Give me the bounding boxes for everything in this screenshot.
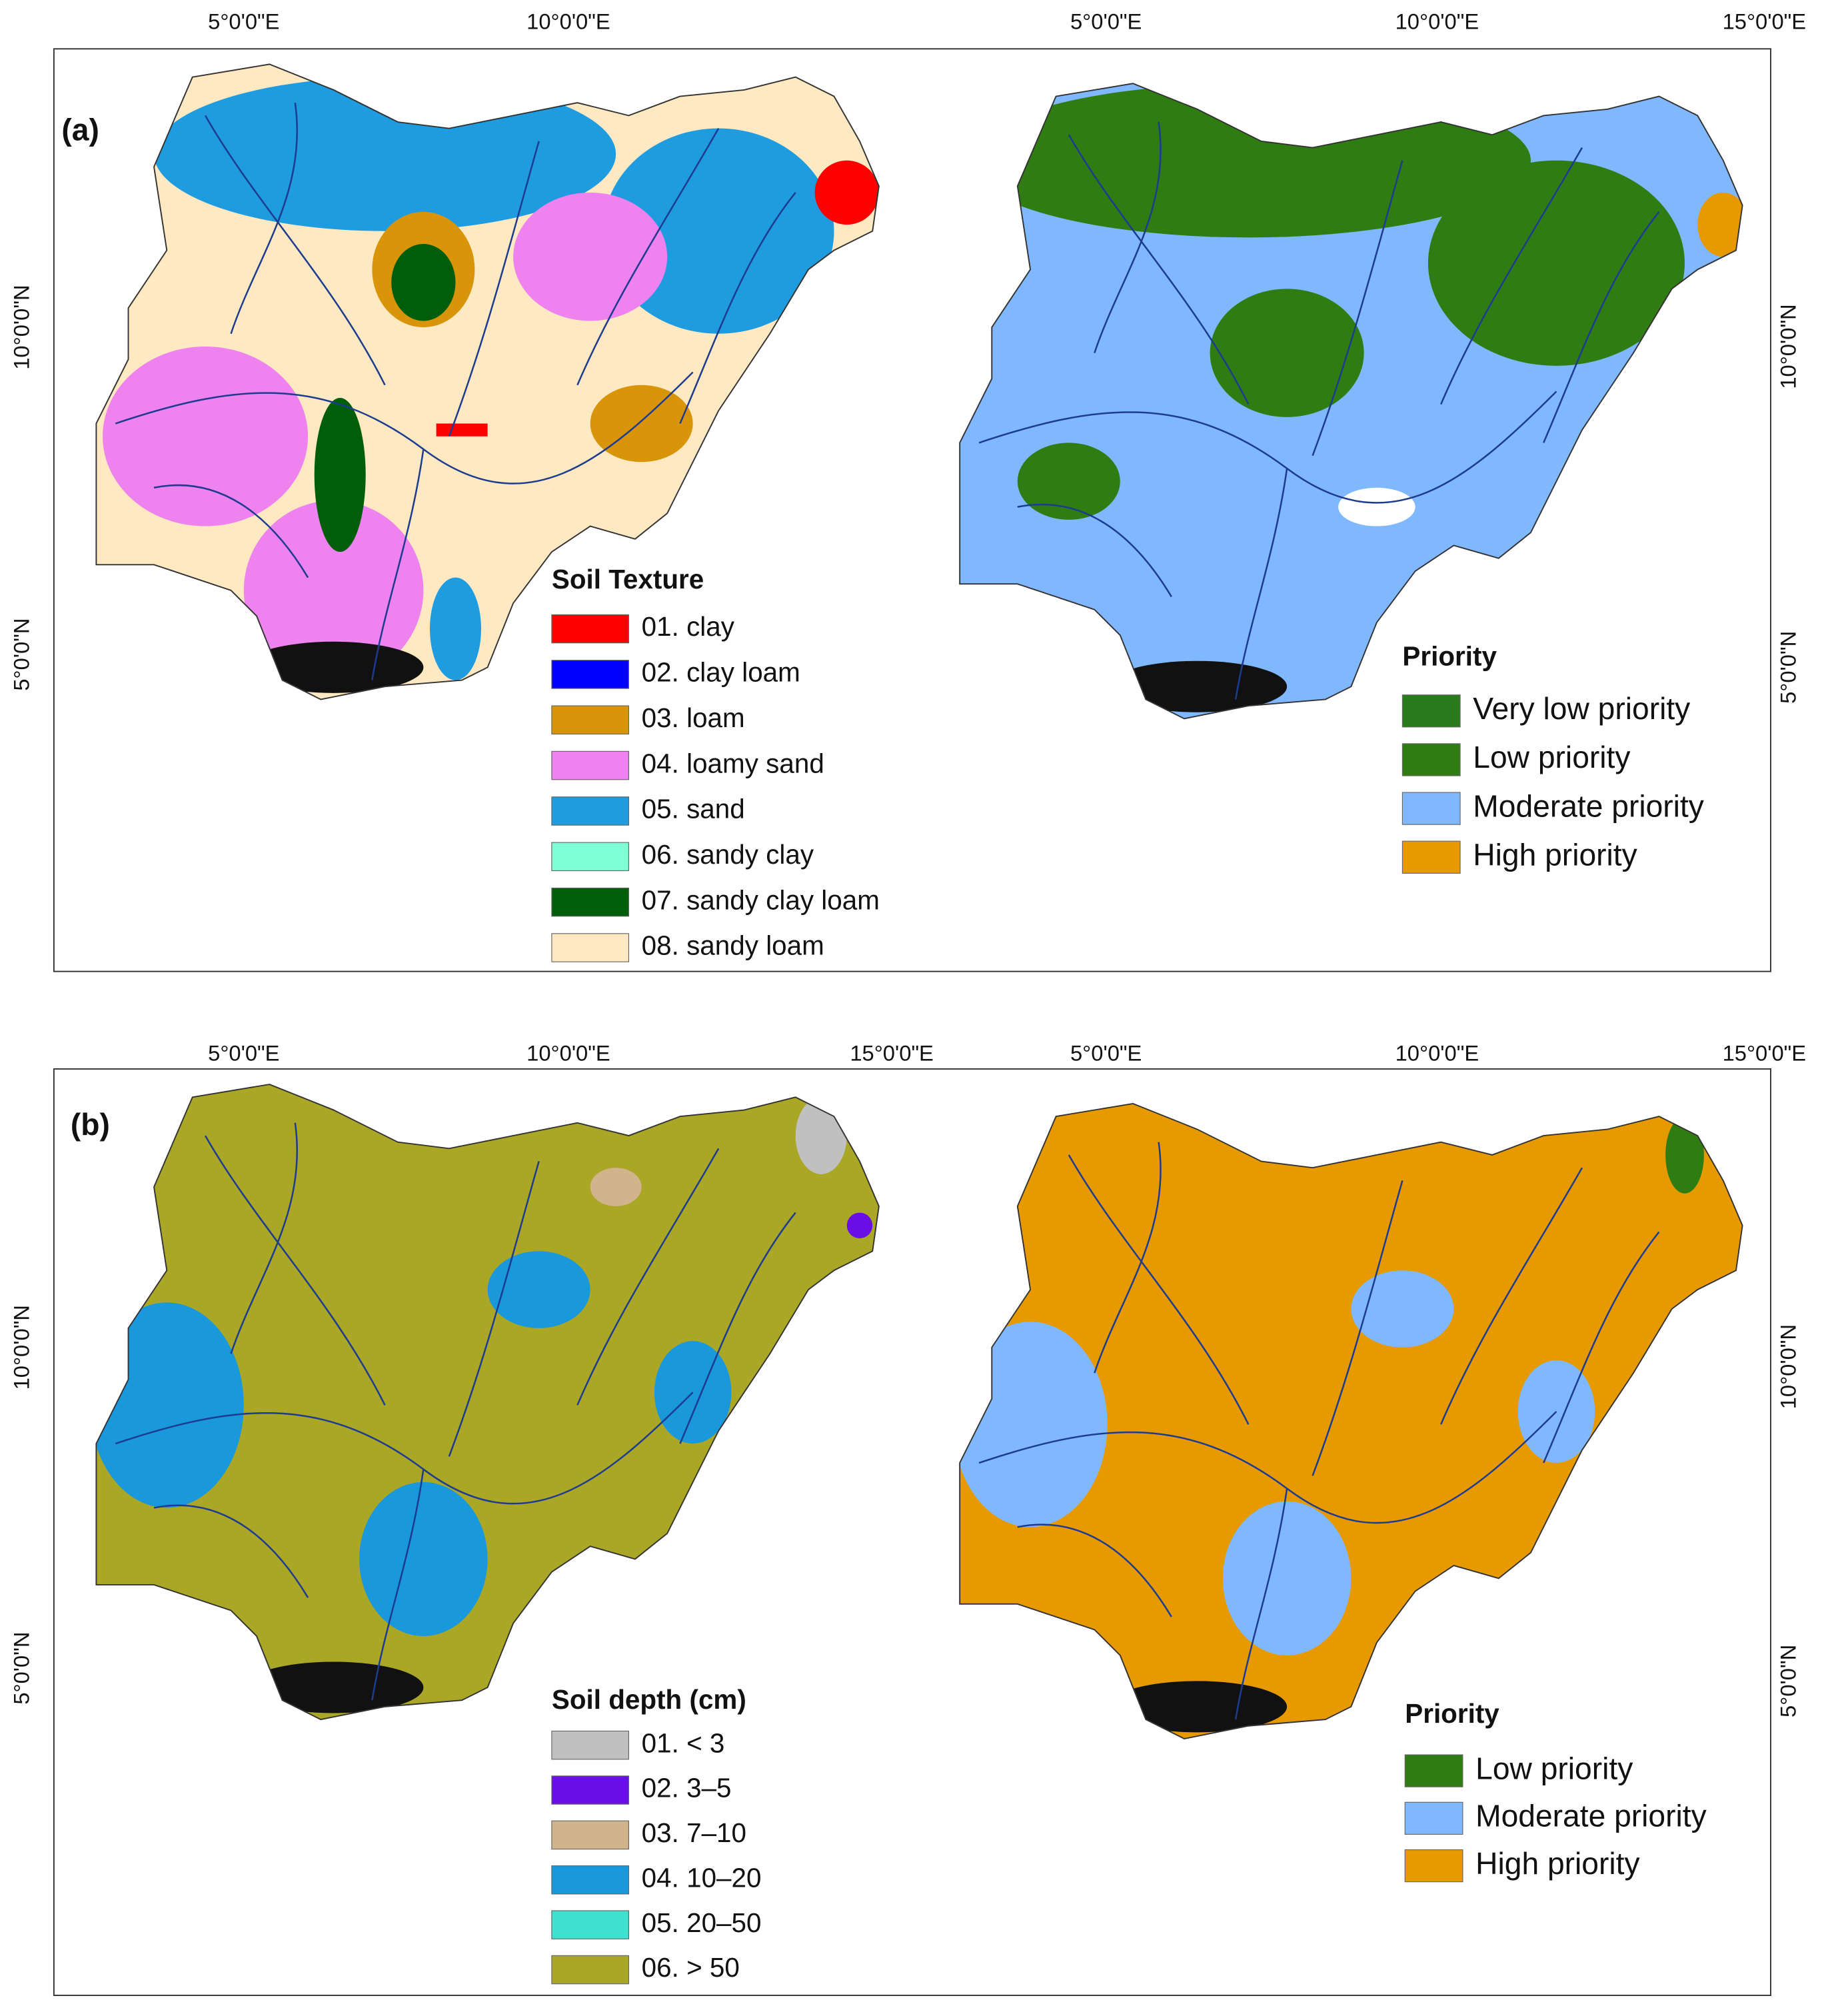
legend-label: 06. sandy clay	[642, 839, 814, 870]
legend-swatch	[1401, 743, 1461, 776]
map	[960, 1103, 1743, 1739]
legend-label: 05. 20–50	[642, 1907, 762, 1938]
legend-swatch	[551, 1730, 630, 1760]
legend-swatch	[1401, 792, 1461, 825]
legend-label: 08. sandy loam	[642, 930, 824, 961]
legend-label: 04. loamy sand	[642, 748, 824, 778]
longitude-label: 5°0'0"E	[1070, 9, 1142, 33]
legend-label: 03. loam	[642, 702, 745, 733]
legend-swatch	[551, 933, 630, 962]
latitude-label: 10°0'0"N	[1776, 1324, 1801, 1409]
longitude-label: 15°0'0"E	[850, 1040, 934, 1065]
legend-label: High priority	[1473, 837, 1637, 872]
legend-title: Priority	[1405, 1698, 1499, 1729]
panel-frame	[53, 48, 1771, 972]
legend-label: 01. clay	[642, 611, 735, 642]
longitude-label: 10°0'0"E	[1395, 9, 1479, 33]
latitude-label: 10°0'0"N	[9, 1305, 33, 1390]
legend-swatch	[551, 842, 630, 872]
legend-label: Low priority	[1475, 1751, 1633, 1785]
longitude-label: 15°0'0"E	[1723, 9, 1807, 33]
legend-swatch	[551, 660, 630, 689]
legend-label: 02. 3–5	[642, 1773, 732, 1803]
legend-label: Low priority	[1473, 740, 1630, 774]
latitude-label: 5°0'0"N	[9, 1632, 33, 1705]
legend-label: 02. clay loam	[642, 657, 800, 688]
longitude-label: 15°0'0"E	[1723, 1040, 1807, 1065]
panel-label: (b)	[71, 1107, 110, 1142]
legend-swatch	[551, 1775, 630, 1805]
legend-swatch	[551, 1820, 630, 1850]
legend-swatch	[551, 614, 630, 644]
legend-swatch	[551, 796, 630, 826]
legend-swatch	[1404, 1754, 1463, 1787]
legend-label: 05. sand	[642, 794, 745, 824]
longitude-label: 5°0'0"E	[208, 1040, 279, 1065]
legend-swatch	[551, 750, 630, 780]
map	[96, 1084, 879, 1720]
legend-swatch	[1401, 694, 1461, 728]
longitude-label: 10°0'0"E	[1395, 1040, 1479, 1065]
latitude-label: 10°0'0"N	[1776, 304, 1801, 389]
legend-label: 04. 10–20	[642, 1862, 762, 1893]
legend-swatch	[551, 705, 630, 735]
legend-swatch	[1404, 1801, 1463, 1835]
map	[960, 83, 1743, 719]
legend-swatch	[551, 887, 630, 917]
legend-label: High priority	[1475, 1846, 1639, 1881]
legend-swatch	[551, 1865, 630, 1895]
longitude-label: 10°0'0"E	[526, 9, 610, 33]
legend-label: 03. 7–10	[642, 1817, 746, 1848]
legend-swatch	[551, 1910, 630, 1939]
legend-title: Soil Texture	[552, 564, 704, 594]
legend-label: 06. > 50	[642, 1952, 740, 1983]
legend-swatch	[551, 1955, 630, 1985]
legend-swatch	[1404, 1849, 1463, 1883]
latitude-label: 5°0'0"N	[1776, 1645, 1801, 1717]
latitude-label: 10°0'0"N	[9, 285, 33, 369]
legend-label: 01. < 3	[642, 1727, 725, 1758]
panel-frame	[53, 1068, 1771, 1997]
legend-label: 07. sandy clay loam	[642, 884, 880, 915]
legend-label: Moderate priority	[1475, 1799, 1707, 1833]
longitude-label: 10°0'0"E	[526, 1040, 610, 1065]
legend-label: Moderate priority	[1473, 788, 1704, 823]
longitude-label: 5°0'0"E	[1070, 1040, 1142, 1065]
latitude-label: 5°0'0"N	[9, 618, 33, 690]
legend-label: Very low priority	[1473, 691, 1690, 726]
legend-title: Soil depth (cm)	[552, 1684, 746, 1715]
panel-label: (a)	[61, 113, 99, 147]
latitude-label: 5°0'0"N	[1776, 631, 1801, 704]
map	[96, 64, 879, 700]
legend-title: Priority	[1402, 641, 1497, 672]
legend-swatch	[1401, 840, 1461, 874]
longitude-label: 5°0'0"E	[208, 9, 279, 33]
